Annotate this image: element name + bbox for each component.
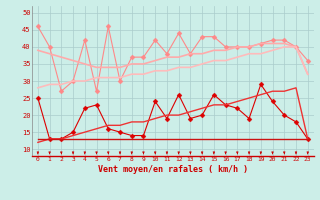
X-axis label: Vent moyen/en rafales ( km/h ): Vent moyen/en rafales ( km/h ) — [98, 165, 248, 174]
